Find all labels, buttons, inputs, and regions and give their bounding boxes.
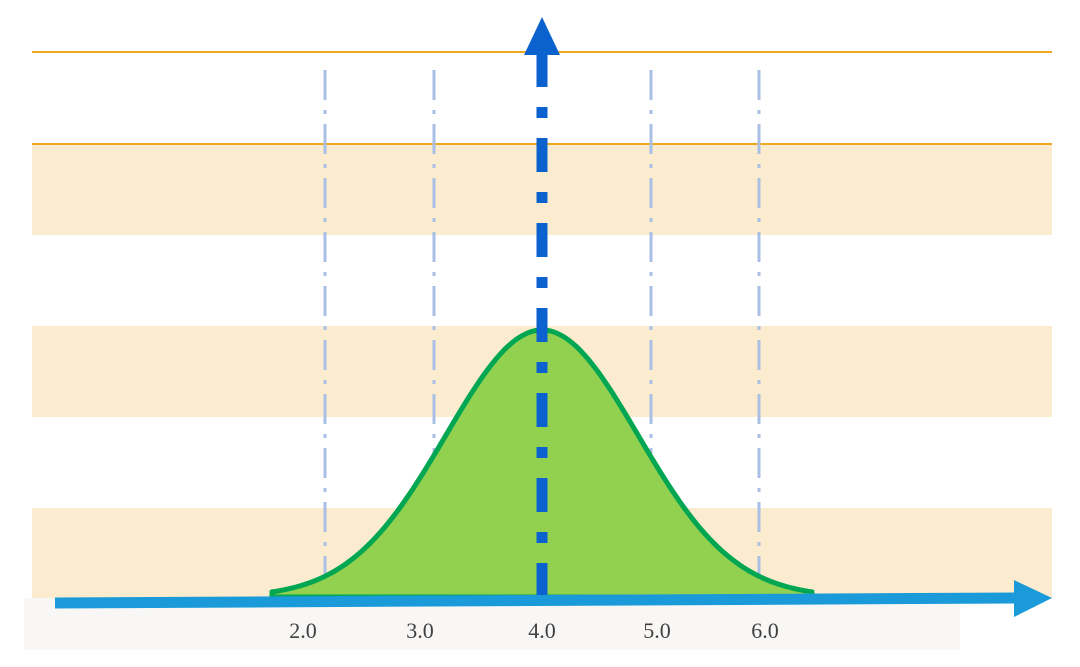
distribution-curve [269,327,815,600]
x-axis [54,592,1021,609]
arrow-head [1014,580,1052,617]
tick-labels: 2.0 3.0 4.0 5.0 6.0 [289,618,779,643]
tick-label: 3.0 [406,618,434,643]
tick-label: 6.0 [751,618,779,643]
tick-label: 5.0 [643,618,671,643]
tick-label: 4.0 [528,618,556,643]
tick-label: 2.0 [289,618,317,643]
arrow-head [524,17,560,55]
